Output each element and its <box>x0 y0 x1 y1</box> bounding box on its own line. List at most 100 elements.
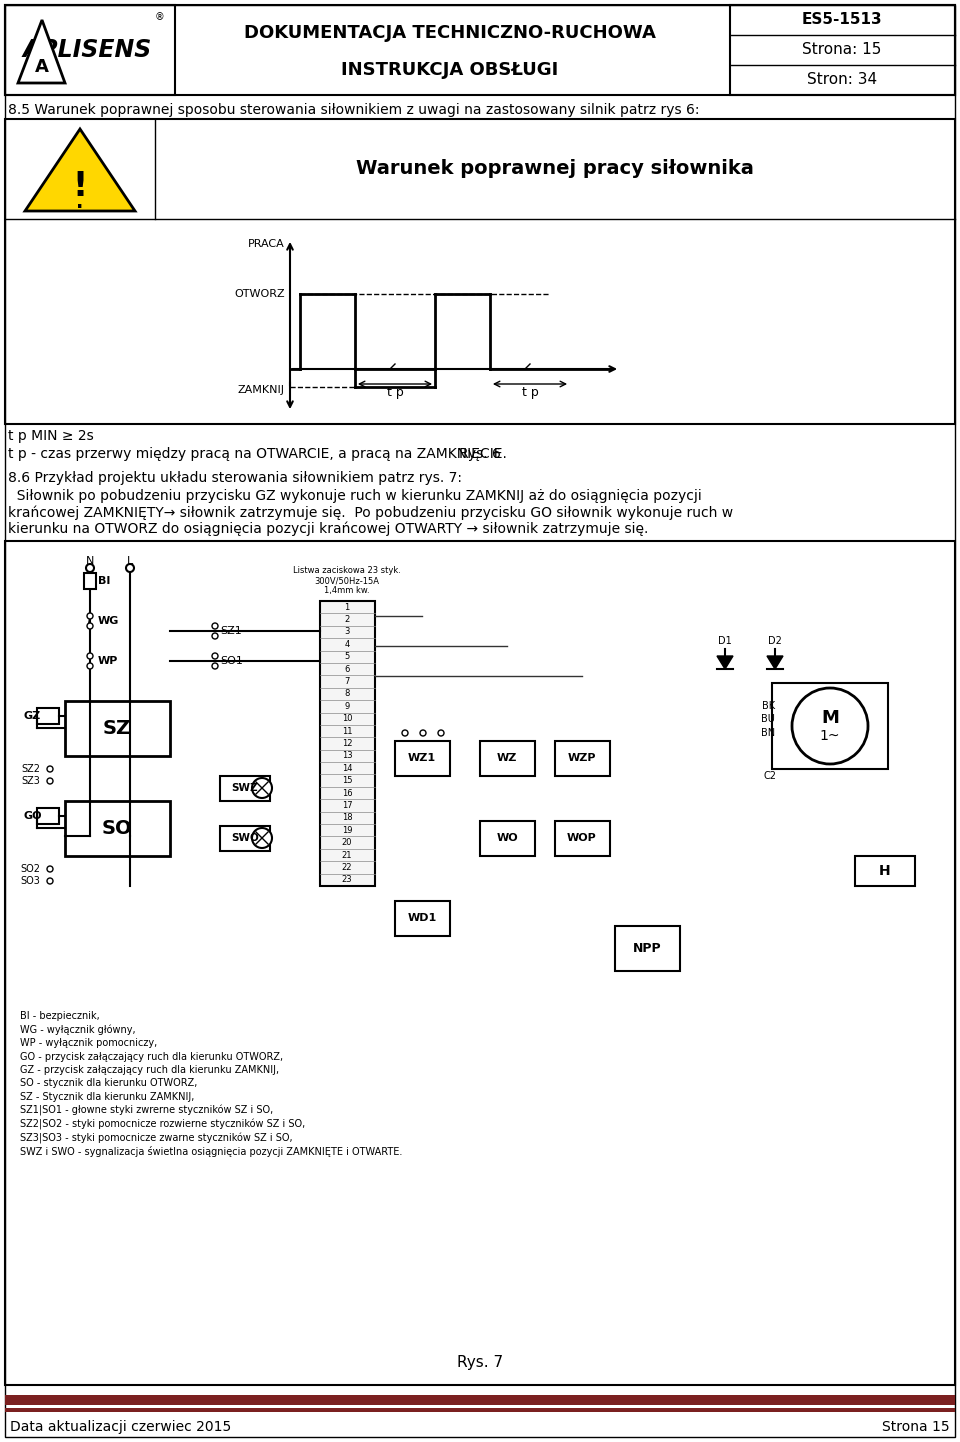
Circle shape <box>87 613 93 619</box>
Polygon shape <box>25 128 135 211</box>
Text: 3: 3 <box>345 627 349 636</box>
Text: BI: BI <box>98 575 110 585</box>
Polygon shape <box>18 20 65 84</box>
Bar <box>395 741 450 776</box>
Text: WZ: WZ <box>497 753 517 763</box>
Bar <box>65 800 170 857</box>
Text: SZ: SZ <box>103 718 132 737</box>
Text: 23: 23 <box>342 875 352 884</box>
Text: 21: 21 <box>342 851 352 859</box>
Text: WG: WG <box>98 616 119 626</box>
Text: t p - czas przerwy między pracą na OTWARCIE, a pracą na ZAMKNIĘCIE.: t p - czas przerwy między pracą na OTWAR… <box>8 447 507 461</box>
Text: SWO: SWO <box>231 833 259 844</box>
Text: BK: BK <box>762 701 775 711</box>
Bar <box>395 901 450 936</box>
Text: 8: 8 <box>345 689 349 698</box>
Bar <box>65 701 170 756</box>
Text: D1: D1 <box>718 636 732 646</box>
Circle shape <box>212 653 218 659</box>
Bar <box>5 120 955 424</box>
Text: WP - wyłącznik pomocniczy,: WP - wyłącznik pomocniczy, <box>20 1038 157 1048</box>
Bar <box>555 820 610 857</box>
Text: Stron: 34: Stron: 34 <box>807 72 877 88</box>
Text: SZ2|SO2 - styki pomocnicze rozwierne styczników SZ i SO,: SZ2|SO2 - styki pomocnicze rozwierne sty… <box>20 1119 305 1131</box>
Text: Strona 15: Strona 15 <box>882 1420 950 1433</box>
Text: 12: 12 <box>342 738 352 748</box>
Text: WD1: WD1 <box>407 913 437 923</box>
Text: 300V/50Hz-15A: 300V/50Hz-15A <box>315 575 379 585</box>
Circle shape <box>126 564 134 572</box>
Text: .: . <box>76 192 84 212</box>
Text: SZ2: SZ2 <box>21 764 40 774</box>
Text: 10: 10 <box>342 714 352 724</box>
Bar <box>37 808 59 823</box>
Text: 16: 16 <box>342 789 352 797</box>
Text: t p: t p <box>521 386 539 399</box>
Text: GZ - przycisk załączający ruch dla kierunku ZAMKNIJ,: GZ - przycisk załączający ruch dla kieru… <box>20 1066 279 1074</box>
Circle shape <box>47 766 53 771</box>
Circle shape <box>47 779 53 784</box>
Text: APLISENS: APLISENS <box>22 37 152 62</box>
Text: BU: BU <box>761 714 775 724</box>
Text: Strona: 15: Strona: 15 <box>803 42 881 58</box>
Bar <box>480 820 535 857</box>
Text: H: H <box>879 864 891 878</box>
Text: BN: BN <box>761 728 775 738</box>
Text: 15: 15 <box>342 776 352 786</box>
Text: 13: 13 <box>342 751 352 760</box>
Text: SZ3: SZ3 <box>21 776 40 786</box>
Bar <box>615 926 680 970</box>
Text: 8.5 Warunek poprawnej sposobu sterowania siłownikiem z uwagi na zastosowany siln: 8.5 Warunek poprawnej sposobu sterowania… <box>8 102 700 117</box>
Text: 6: 6 <box>345 665 349 673</box>
Text: 20: 20 <box>342 838 352 846</box>
Bar <box>5 4 955 95</box>
Text: INSTRUKCJA OBSŁUGI: INSTRUKCJA OBSŁUGI <box>342 61 559 79</box>
Text: GO - przycisk załączający ruch dla kierunku OTWORZ,: GO - przycisk załączający ruch dla kieru… <box>20 1051 283 1061</box>
Circle shape <box>212 633 218 639</box>
Text: SO3: SO3 <box>20 875 40 885</box>
Bar <box>5 1394 955 1405</box>
Circle shape <box>87 653 93 659</box>
Circle shape <box>252 828 272 848</box>
Bar <box>220 826 270 851</box>
Bar <box>480 741 535 776</box>
Bar <box>5 4 175 95</box>
Text: ZAMKNIJ: ZAMKNIJ <box>238 385 285 395</box>
Text: 8.6 Przykład projektu układu sterowania siłownikiem patrz rys. 7:: 8.6 Przykład projektu układu sterowania … <box>8 472 462 485</box>
Circle shape <box>87 663 93 669</box>
Text: NPP: NPP <box>633 942 661 955</box>
Text: !: ! <box>72 170 87 203</box>
Text: 7: 7 <box>345 678 349 686</box>
Bar <box>555 741 610 776</box>
Text: Rys. 7: Rys. 7 <box>457 1355 503 1370</box>
Text: 1~: 1~ <box>820 730 840 743</box>
Bar <box>5 541 955 1384</box>
Text: 2: 2 <box>345 616 349 624</box>
Circle shape <box>212 623 218 629</box>
Circle shape <box>252 779 272 797</box>
Circle shape <box>402 730 408 735</box>
Polygon shape <box>717 656 733 669</box>
Text: krańcowej ZAMKNIĘTY→ siłownik zatrzymuje się.  Po pobudzeniu przycisku GO siłown: krańcowej ZAMKNIĘTY→ siłownik zatrzymuje… <box>8 505 733 519</box>
Text: N: N <box>85 557 94 567</box>
Circle shape <box>86 564 94 572</box>
Text: 22: 22 <box>342 862 352 872</box>
Bar <box>730 4 955 95</box>
Circle shape <box>47 867 53 872</box>
Circle shape <box>792 688 868 764</box>
Text: SO1: SO1 <box>220 656 243 666</box>
Text: 14: 14 <box>342 764 352 773</box>
Text: Warunek poprawnej pracy siłownika: Warunek poprawnej pracy siłownika <box>356 160 754 179</box>
Text: WZP: WZP <box>567 753 596 763</box>
Text: L: L <box>127 557 133 567</box>
Text: ES5-1513: ES5-1513 <box>802 13 882 27</box>
Text: SO: SO <box>102 819 132 838</box>
Text: OTWORZ: OTWORZ <box>234 288 285 298</box>
Text: WOP: WOP <box>567 833 597 844</box>
Circle shape <box>47 878 53 884</box>
Text: 1: 1 <box>345 603 349 611</box>
Text: C2: C2 <box>763 771 777 782</box>
Text: t p: t p <box>387 386 403 399</box>
Circle shape <box>420 730 426 735</box>
Text: DOKUMENTACJA TECHNICZNO-RUCHOWA: DOKUMENTACJA TECHNICZNO-RUCHOWA <box>244 25 656 42</box>
